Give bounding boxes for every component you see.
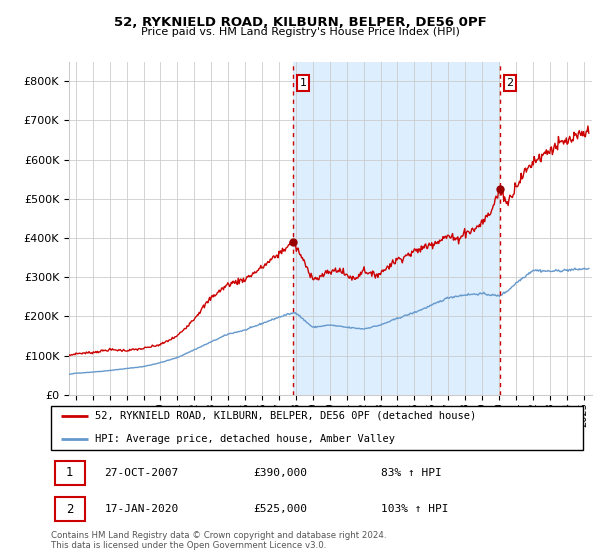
Text: 17-JAN-2020: 17-JAN-2020 xyxy=(104,505,179,514)
FancyBboxPatch shape xyxy=(51,406,583,450)
Text: Contains HM Land Registry data © Crown copyright and database right 2024.
This d: Contains HM Land Registry data © Crown c… xyxy=(51,531,386,550)
Text: 27-OCT-2007: 27-OCT-2007 xyxy=(104,468,179,478)
Text: 1: 1 xyxy=(66,466,73,479)
Text: 1: 1 xyxy=(299,78,307,88)
Text: 2: 2 xyxy=(66,503,73,516)
FancyBboxPatch shape xyxy=(55,497,85,521)
Text: HPI: Average price, detached house, Amber Valley: HPI: Average price, detached house, Ambe… xyxy=(95,434,395,444)
Text: 2: 2 xyxy=(506,78,514,88)
Text: £525,000: £525,000 xyxy=(253,505,307,514)
Text: Price paid vs. HM Land Registry's House Price Index (HPI): Price paid vs. HM Land Registry's House … xyxy=(140,27,460,37)
Text: £390,000: £390,000 xyxy=(253,468,307,478)
Text: 52, RYKNIELD ROAD, KILBURN, BELPER, DE56 0PF (detached house): 52, RYKNIELD ROAD, KILBURN, BELPER, DE56… xyxy=(95,411,476,421)
FancyBboxPatch shape xyxy=(55,461,85,485)
Bar xyxy=(293,62,500,395)
Text: 103% ↑ HPI: 103% ↑ HPI xyxy=(382,505,449,514)
Text: 83% ↑ HPI: 83% ↑ HPI xyxy=(382,468,442,478)
Text: 52, RYKNIELD ROAD, KILBURN, BELPER, DE56 0PF: 52, RYKNIELD ROAD, KILBURN, BELPER, DE56… xyxy=(113,16,487,29)
